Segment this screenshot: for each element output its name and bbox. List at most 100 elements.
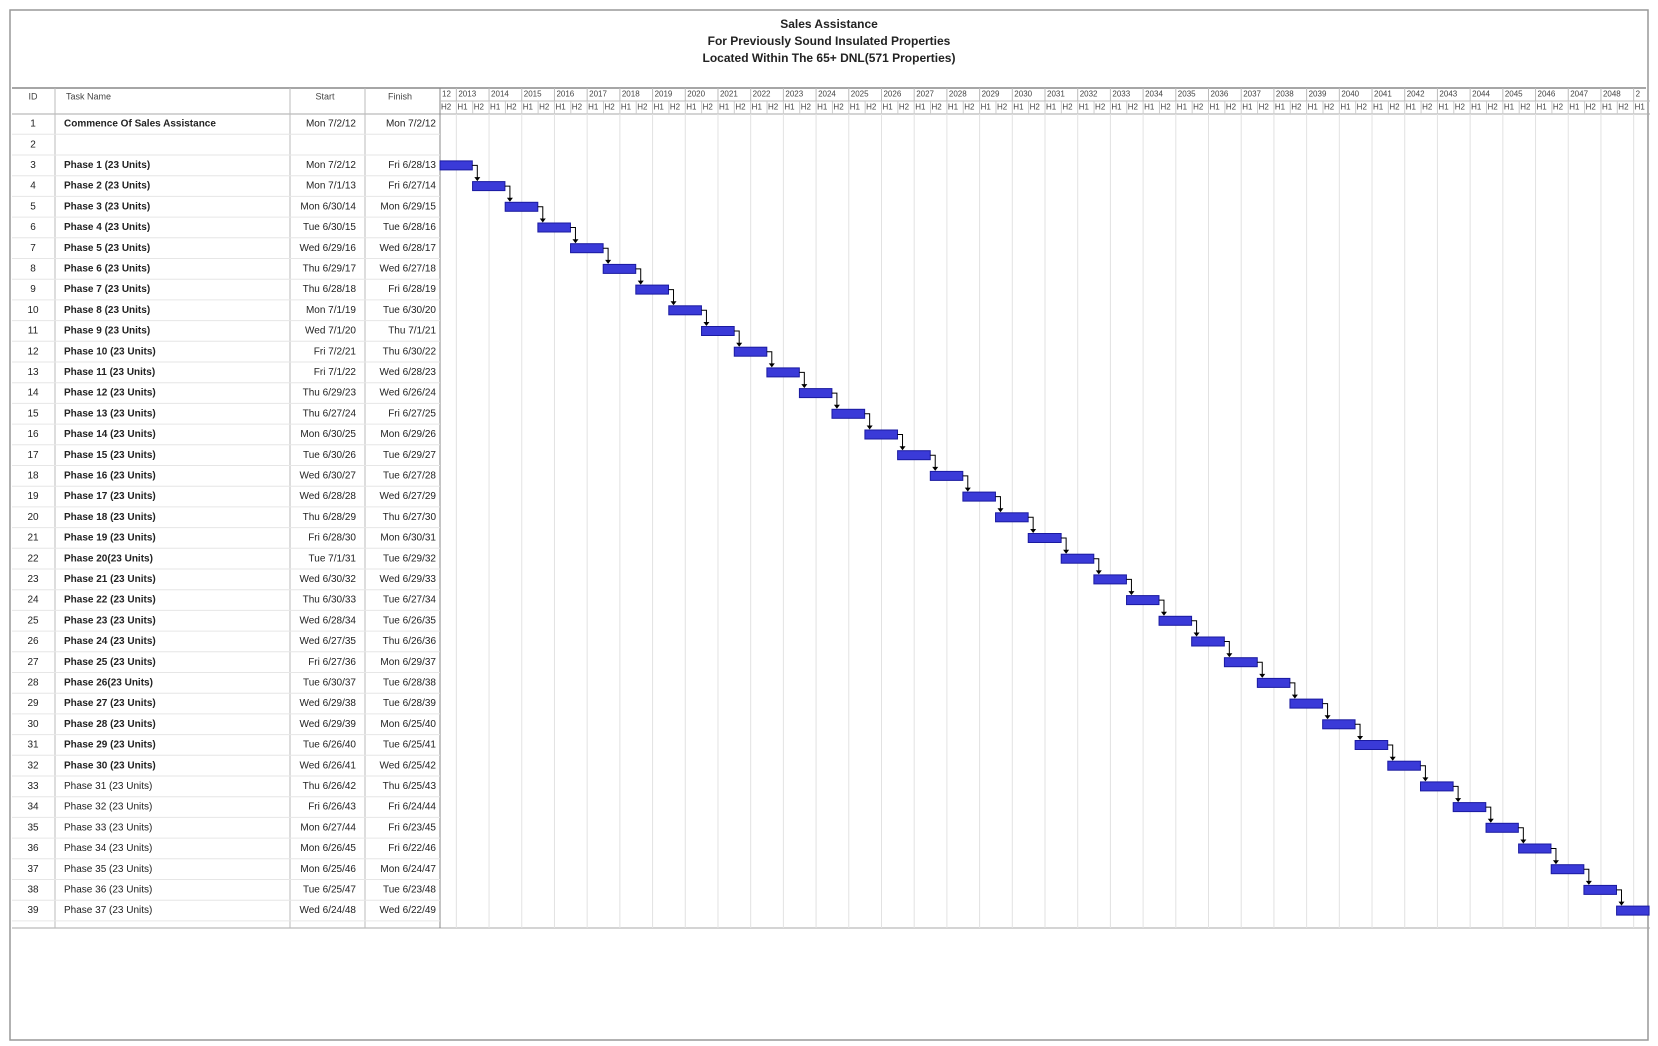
task-start: Thu 6/28/18 [303,284,357,295]
link-arrowhead [1128,591,1135,596]
half-label: H2 [899,103,910,112]
task-finish: Wed 6/28/23 [379,367,436,378]
task-name: Phase 36 (23 Units) [64,885,152,896]
link-arrow [504,185,511,201]
task-finish: Tue 6/29/27 [383,450,436,461]
link-arrowhead [474,177,481,182]
task-id: 11 [28,326,39,337]
task-name: Phase 9 (23 Units) [64,326,150,337]
task-id: 25 [27,615,39,626]
task-bar [570,243,604,254]
link-arrowhead [1357,736,1364,740]
half-label: H1 [1308,103,1319,112]
task-id: 38 [27,885,39,896]
half-label: H2 [605,103,616,112]
task-finish: Mon 6/29/37 [380,657,436,668]
link-arrow [799,371,805,388]
half-label: H1 [523,103,534,112]
half-label: H1 [915,103,926,112]
task-bar [1223,657,1258,668]
task-start: Wed 6/29/16 [299,243,356,254]
link-arrowhead [801,384,808,389]
task-id: 14 [27,388,39,399]
task-name: Phase 8 (23 Units) [64,305,150,316]
half-label: H2 [1422,103,1433,112]
half-label: H2 [441,103,452,112]
task-name: Phase 13 (23 Units) [64,408,156,419]
task-bar [798,388,833,399]
task-start: Fri 7/2/21 [314,346,357,357]
link-arrowhead [637,280,644,285]
task-bar [962,491,996,502]
link-arrowhead [768,363,775,368]
task-id: 22 [27,553,39,564]
title-line: Located Within The 65+ DNL(571 Propertie… [703,51,956,65]
task-finish: Mon 6/25/40 [380,719,436,730]
half-label: H1 [817,103,828,112]
year-label: 2026 [883,90,901,99]
task-finish: Wed 6/27/18 [379,264,436,275]
task-bar [1616,905,1650,916]
task-name: Phase 34 (23 Units) [64,843,152,854]
link-arrow [1583,868,1590,884]
task-start: Tue 6/26/40 [303,740,356,751]
half-label: H2 [1553,103,1564,112]
task-name: Phase 37 (23 Units) [64,905,152,916]
task-name: Phase 35 (23 Units) [64,864,152,875]
link-arrow [1093,558,1100,574]
half-label: H2 [703,103,714,112]
half-label: H1 [1046,103,1057,112]
year-label: 2029 [982,90,1000,99]
task-finish: Wed 6/28/17 [379,243,436,254]
task-finish: Thu 6/30/22 [383,346,437,357]
task-name: Phase 24 (23 Units) [64,636,156,647]
task-start: Mon 6/27/44 [300,822,356,833]
half-label: H1 [1602,103,1613,112]
task-finish: Wed 6/27/29 [379,491,436,502]
task-start: Mon 7/2/12 [306,119,356,130]
task-start: Thu 6/26/42 [303,781,357,792]
half-label: H2 [1389,103,1400,112]
link-arrow [1158,599,1165,615]
link-arrow [1550,848,1557,864]
half-label: H2 [866,103,877,112]
year-label: 2 [1636,90,1641,99]
half-label: H2 [506,103,517,112]
title-line: Sales Assistance [780,17,878,31]
task-bar [635,284,670,295]
task-bar [1158,615,1193,626]
task-start: Tue 6/25/47 [303,885,356,896]
link-arrow [1257,661,1263,677]
link-arrowhead [1455,798,1462,803]
task-finish: Wed 6/25/42 [379,760,436,771]
half-label: H2 [1357,103,1368,112]
link-arrowhead [1389,756,1396,761]
year-label: 2032 [1080,90,1098,99]
task-bar [995,512,1029,523]
link-arrow [766,351,773,367]
half-label: H1 [1111,103,1122,112]
link-arrow [1028,516,1034,532]
half-label: H1 [1504,103,1515,112]
link-arrowhead [1291,694,1298,699]
task-bar [1452,802,1487,813]
link-arrowhead [572,239,579,244]
task-id: 5 [30,201,36,212]
task-id: 3 [30,160,36,171]
link-arrow [897,434,904,450]
half-label: H2 [670,103,681,112]
link-arrow [701,309,707,325]
half-label: H1 [1635,103,1646,112]
half-label: H1 [555,103,566,112]
year-label: 2021 [720,90,738,99]
task-id: 6 [30,222,36,233]
task-name: Phase 31 (23 Units) [64,781,152,792]
task-start: Mon 6/30/14 [300,201,356,212]
task-finish: Thu 6/25/43 [383,781,437,792]
task-finish: Thu 6/26/36 [383,636,437,647]
link-arrowhead [1095,570,1102,575]
half-label: H1 [1438,103,1449,112]
half-label: H1 [1210,103,1221,112]
half-label: H1 [1079,103,1090,112]
